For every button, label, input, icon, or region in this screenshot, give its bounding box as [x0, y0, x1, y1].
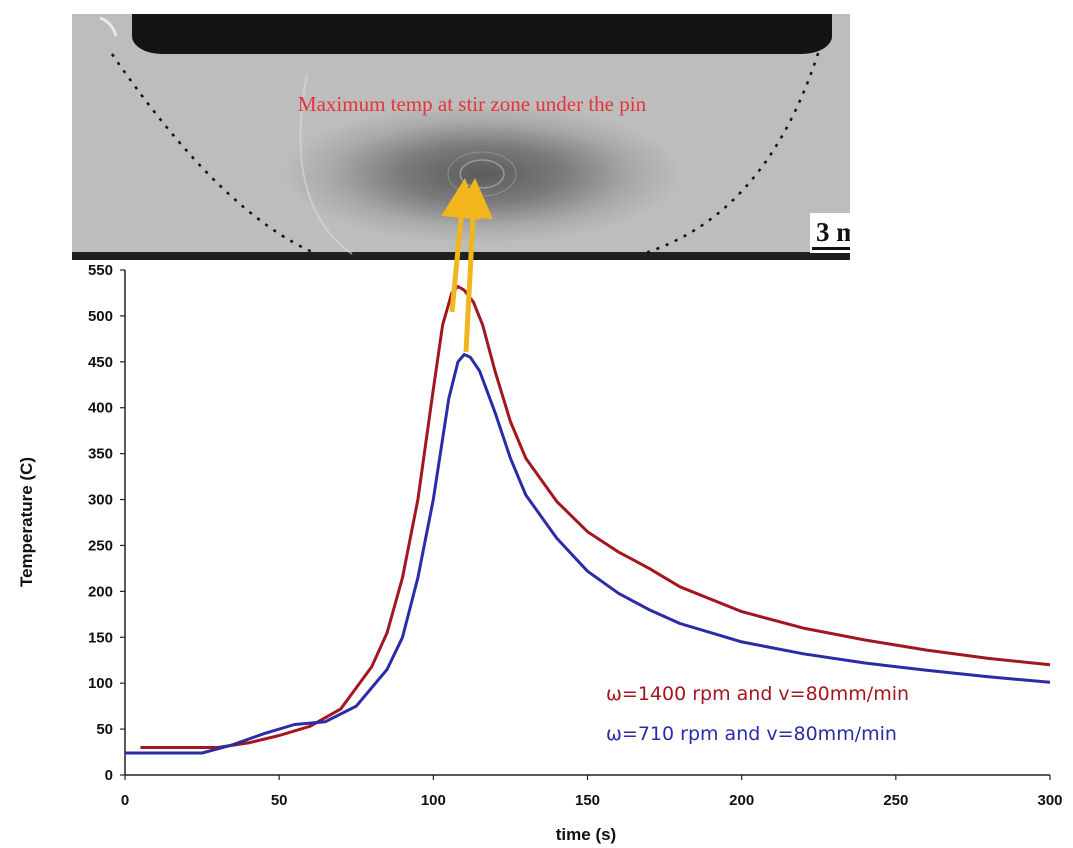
y-tick-label: 500 — [88, 308, 113, 325]
micrograph-lower-surface — [72, 252, 850, 260]
series-line-0 — [140, 285, 1051, 749]
y-tick-label: 200 — [88, 583, 113, 600]
y-tick-label: 150 — [88, 629, 113, 646]
y-tick-label: 100 — [88, 675, 113, 692]
x-axis-title: time (s) — [556, 825, 616, 844]
x-tick-label: 100 — [421, 792, 446, 809]
scale-bar-label: 3 mm — [816, 217, 850, 247]
scale-bar: 3 mm — [810, 213, 850, 253]
y-tick-label: 300 — [88, 492, 113, 509]
peak-arrow-710rpm — [452, 178, 493, 353]
peak-arrows — [441, 178, 493, 353]
x-tick-label: 200 — [729, 792, 754, 809]
x-tick-label: 250 — [883, 792, 908, 809]
y-tick-labels: 0 50 100 150 200 250 300 350 400 450 500 550 — [88, 262, 113, 784]
micrograph-upper-surface — [132, 14, 832, 54]
legend-series-1400rpm: ω=1400 rpm and v=80mm/min — [606, 683, 909, 705]
series-line-1 — [125, 353, 1051, 755]
x-tick-label: 50 — [271, 792, 288, 809]
y-tick-label: 50 — [96, 721, 113, 738]
y-tick-label: 550 — [88, 262, 113, 279]
series-layer — [125, 285, 1051, 755]
y-tick-label: 400 — [88, 400, 113, 417]
x-tick-labels: 0 50 100 150 200 250 300 — [121, 792, 1063, 809]
y-axis-title: Temperature (C) — [17, 457, 36, 587]
x-tick-label: 0 — [121, 792, 129, 809]
peak-arrow-1400rpm — [441, 178, 481, 313]
y-tick-label: 0 — [105, 767, 113, 784]
legend-series-710rpm: ω=710 rpm and v=80mm/min — [606, 723, 897, 745]
y-tick-label: 250 — [88, 537, 113, 554]
chart-axes — [120, 269, 1051, 780]
x-tick-label: 300 — [1037, 792, 1062, 809]
y-tick-label: 350 — [88, 446, 113, 463]
x-tick-label: 150 — [575, 792, 600, 809]
y-tick-label: 450 — [88, 354, 113, 371]
scale-bar-line — [812, 247, 850, 250]
micrograph-caption: Maximum temp at stir zone under the pin — [297, 92, 647, 116]
